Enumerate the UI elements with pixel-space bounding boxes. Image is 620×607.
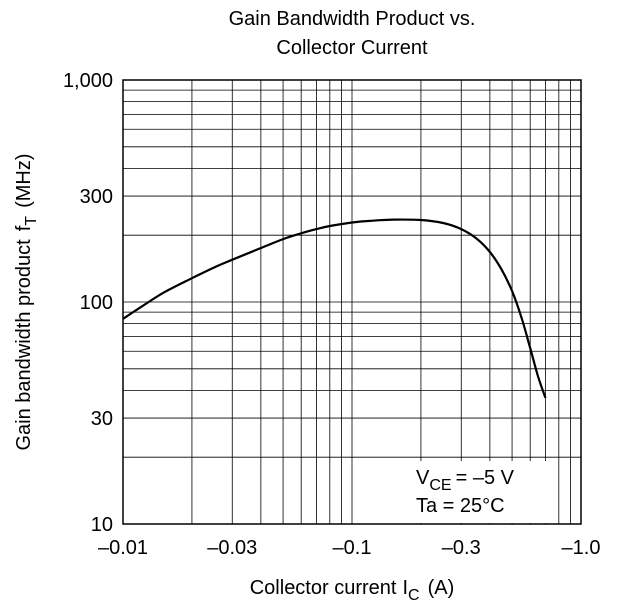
chart-title-line-1: Gain Bandwidth Product vs. <box>229 8 476 30</box>
series-line <box>122 218 547 399</box>
legend-ta: Ta = 25°C <box>416 495 505 517</box>
plot-area <box>122 79 582 525</box>
chart-title-line-2: Collector Current <box>276 37 428 59</box>
x-tick-label: –0.1 <box>333 537 372 559</box>
x-tick-label: –0.03 <box>207 537 257 559</box>
x-axis-symbol: I <box>402 577 408 599</box>
x-axis-subscript: C <box>408 587 420 604</box>
y-axis-label: Gain bandwidth product fT (MHz) <box>13 153 40 450</box>
grid <box>123 80 581 524</box>
legend-vce-value: = –5 V <box>456 467 515 489</box>
y-tick-label: 300 <box>80 186 113 208</box>
x-axis-unit: (A) <box>428 577 455 599</box>
x-tick-label: –1.0 <box>562 537 601 559</box>
y-axis-label-main: Gain bandwidth product <box>13 239 35 451</box>
x-axis-label-main: Collector current <box>250 577 397 599</box>
y-axis-unit: (MHz) <box>13 153 35 207</box>
x-tick-label: –0.3 <box>442 537 481 559</box>
y-tick-label: 10 <box>91 514 113 536</box>
legend-box <box>411 461 550 523</box>
y-tick-label: 100 <box>80 292 113 314</box>
x-tick-label: –0.01 <box>98 537 148 559</box>
y-tick-label: 30 <box>91 408 113 430</box>
legend-vce: VCE = –5 V <box>416 467 515 494</box>
y-axis-subscript: T <box>23 216 40 226</box>
series-layer <box>122 218 547 399</box>
legend-vce-symbol: V <box>416 467 430 489</box>
legend-vce-subscript: CE <box>429 477 451 494</box>
tick-labels: –0.01 –0.03 –0.1 –0.3 –1.0 10 30 100 300 1,000 <box>63 70 601 559</box>
x-axis-label: Collector current IC (A) <box>250 577 455 604</box>
y-axis-symbol: f <box>13 225 35 231</box>
y-tick-label: 1,000 <box>63 70 113 92</box>
